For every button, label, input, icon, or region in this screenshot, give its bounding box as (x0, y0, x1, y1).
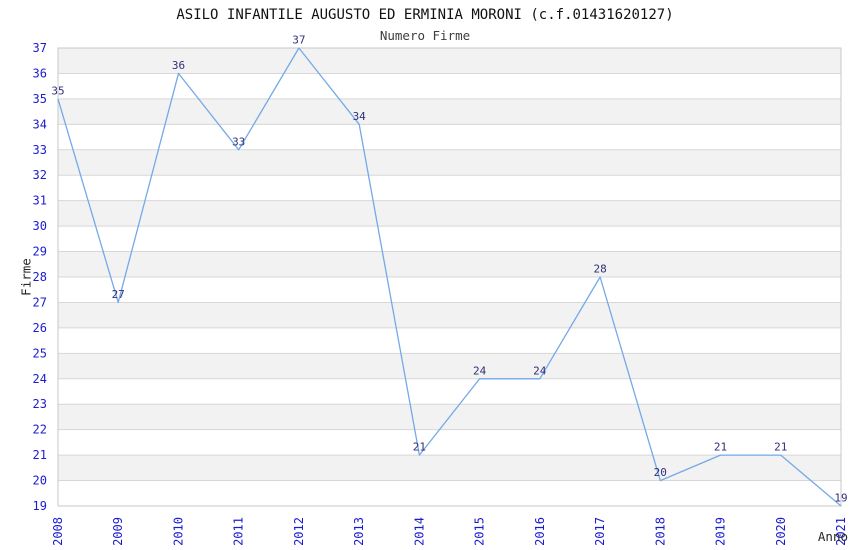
data-label: 33 (232, 135, 245, 148)
band-row (58, 251, 841, 277)
y-tick-label: 26 (33, 321, 47, 335)
data-label: 34 (353, 110, 367, 123)
data-label: 19 (834, 492, 847, 505)
x-tick-label: 2019 (714, 517, 728, 546)
x-tick-label: 2010 (172, 517, 186, 546)
y-tick-label: 28 (33, 270, 47, 284)
y-tick-label: 34 (33, 117, 47, 131)
band-row (58, 149, 841, 176)
y-tick-labels: 19 20 21 22 23 24 25 26 27 28 29 30 31 32 33 34 35 36 37 (33, 41, 47, 513)
band-row (58, 200, 841, 227)
x-tick-label: 2009 (111, 517, 125, 546)
x-tick-label: 2008 (51, 517, 65, 546)
data-label: 21 (774, 441, 787, 454)
y-tick-label: 31 (33, 194, 47, 208)
band-row (58, 455, 841, 481)
x-tick-label: 2017 (593, 517, 607, 546)
x-tick-label: 2012 (292, 517, 306, 546)
band-row (58, 48, 841, 74)
x-tick-label: 2015 (473, 517, 487, 546)
x-tick-label: 2013 (352, 517, 366, 546)
data-label: 21 (413, 441, 426, 454)
data-label: 36 (172, 59, 185, 72)
x-axis-label: Anno (817, 529, 848, 544)
y-tick-label: 19 (33, 499, 47, 513)
y-tick-label: 36 (33, 66, 47, 80)
y-tick-label: 32 (33, 168, 47, 182)
data-label: 21 (714, 441, 727, 454)
y-tick-label: 21 (33, 448, 47, 462)
y-tick-label: 23 (33, 397, 47, 411)
x-tick-label: 2018 (653, 517, 667, 546)
y-tick-label: 30 (33, 219, 47, 233)
chart-subtitle: Numero Firme (379, 28, 471, 43)
y-tick-label: 20 (33, 474, 47, 488)
y-tick-label: 22 (33, 423, 47, 437)
data-labels: 35 27 36 33 37 34 21 24 24 28 20 21 21 19 (51, 34, 847, 505)
y-tick-label: 25 (33, 346, 47, 360)
y-axis-label: Firme (18, 258, 34, 296)
x-tick-label: 2014 (412, 517, 426, 546)
y-tick-label: 29 (33, 245, 47, 259)
x-tick-label: 2020 (774, 517, 788, 546)
plot-bands (58, 48, 841, 481)
x-tick-label: 2011 (232, 517, 246, 546)
series-line (57, 47, 842, 507)
band-row (58, 302, 841, 328)
chart-title: ASILO INFANTILE AUGUSTO ED ERMINIA MORON… (176, 7, 674, 23)
data-label: 24 (533, 364, 547, 377)
band-row (58, 98, 841, 125)
y-tick-label: 33 (33, 143, 47, 157)
data-label: 37 (292, 34, 305, 47)
plot-border (57, 47, 842, 507)
x-tick-label: 2016 (533, 517, 547, 546)
data-label: 20 (654, 466, 667, 479)
x-tick-label: 2021 (834, 517, 848, 546)
data-label: 24 (473, 364, 487, 377)
data-label: 35 (51, 84, 64, 97)
x-tick-labels: 2008 2009 2010 2011 2012 2013 2014 2015 2016 2017… (51, 517, 848, 546)
y-tick-label: 24 (33, 372, 47, 386)
y-tick-label: 35 (33, 92, 47, 106)
y-tick-label: 27 (33, 295, 47, 309)
data-label: 28 (593, 263, 606, 276)
band-row (58, 353, 841, 379)
y-tick-label: 37 (33, 41, 47, 55)
data-label: 27 (112, 288, 125, 301)
